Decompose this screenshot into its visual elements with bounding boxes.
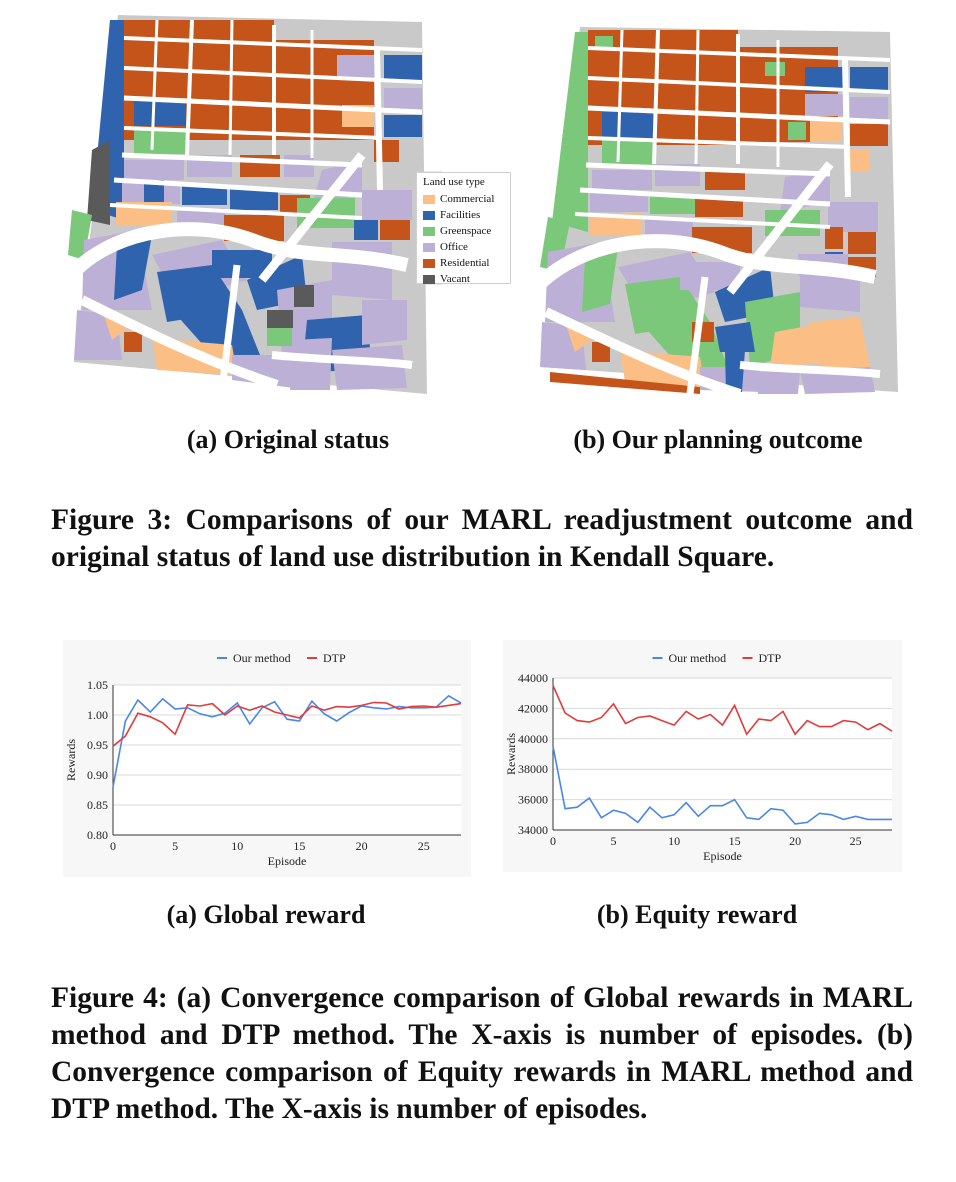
subcaption-original-status: (a) Original status — [186, 425, 390, 454]
y-tick-label: 40000 — [518, 732, 548, 746]
equity-reward-chart: 34000 36000 38000 40000 42000 44000 0 5 10 15 20 25… — [503, 640, 902, 872]
series-line-our-method — [552, 746, 892, 825]
legend-label: Our method — [669, 651, 727, 665]
plot-area — [553, 678, 892, 830]
x-tick-label: 0 — [550, 834, 556, 848]
y-tick-label: 1.05 — [87, 678, 108, 692]
legend-swatch-greenspace — [423, 226, 435, 236]
x-tick-label: 5 — [611, 834, 617, 848]
x-tick-label: 15 — [729, 834, 741, 848]
y-tick-label: 0.90 — [87, 768, 108, 782]
x-tick-label: 20 — [789, 834, 801, 848]
legend-swatch-commercial — [423, 194, 435, 204]
y-axis-label: Rewards — [64, 739, 78, 781]
x-tick-label: 0 — [110, 839, 116, 853]
x-axis-label: Episode — [268, 854, 307, 868]
legend-label: DTP — [759, 651, 782, 665]
y-tick-label: 0.80 — [87, 828, 108, 842]
x-tick-label: 15 — [293, 839, 305, 853]
legend-item-facilities: Facilities — [423, 207, 504, 223]
legend-item-commercial: Commercial — [423, 191, 504, 207]
plot-area — [113, 685, 461, 835]
x-tick-label: 20 — [356, 839, 368, 853]
legend-label: DTP — [323, 651, 346, 665]
legend-label: Our method — [233, 651, 291, 665]
subcaption-planning-outcome: (b) Our planning outcome — [573, 425, 863, 454]
y-tick-label: 0.85 — [87, 798, 108, 812]
map-streets — [530, 29, 891, 397]
x-tick-label: 25 — [850, 834, 862, 848]
x-tick-label: 25 — [418, 839, 430, 853]
legend-title: Land use type — [423, 176, 485, 188]
y-tick-label: 36000 — [518, 793, 548, 807]
legend-item-vacant: Vacant — [423, 271, 504, 287]
x-tick-label: 5 — [172, 839, 178, 853]
series-line-dtp — [552, 685, 893, 736]
legend-swatch-facilities — [423, 210, 435, 220]
global-reward-chart: 0.80 0.85 0.90 0.95 1.00 1.05 0 5 10 15 20 25 Episod… — [63, 640, 471, 877]
legend-item-office: Office — [423, 239, 504, 255]
y-tick-label: 44000 — [518, 671, 548, 685]
legend-swatch-office — [423, 242, 435, 252]
y-tick-label: 42000 — [518, 701, 548, 715]
legend-swatch-vacant — [423, 274, 435, 284]
legend-swatch-residential — [423, 258, 435, 268]
series-line-dtp — [112, 701, 462, 747]
figure-4-caption: Figure 4: (a) Convergence comparison of … — [51, 982, 913, 1125]
y-tick-label: 38000 — [518, 762, 548, 776]
y-tick-label: 34000 — [518, 823, 548, 837]
land-use-legend-box: Land use type Commercial Facilities Gree… — [416, 172, 511, 287]
map-streets — [62, 19, 423, 391]
figure-3-caption: Figure 3: Comparisons of our MARL readju… — [51, 504, 913, 573]
y-tick-label: 1.00 — [87, 708, 108, 722]
x-axis-label: Episode — [703, 849, 742, 863]
land-use-map-planned — [530, 27, 898, 397]
subcaption-global-reward: (a) Global reward — [166, 900, 366, 929]
y-tick-label: 0.95 — [87, 738, 108, 752]
y-axis-label: Rewards — [504, 733, 518, 775]
legend-item-greenspace: Greenspace — [423, 223, 504, 239]
legend-item-residential: Residential — [423, 255, 504, 271]
x-tick-label: 10 — [231, 839, 243, 853]
series-line-our-method — [112, 694, 462, 788]
x-tick-label: 10 — [668, 834, 680, 848]
land-use-map-original — [62, 15, 442, 394]
subcaption-equity-reward: (b) Equity reward — [596, 900, 798, 929]
